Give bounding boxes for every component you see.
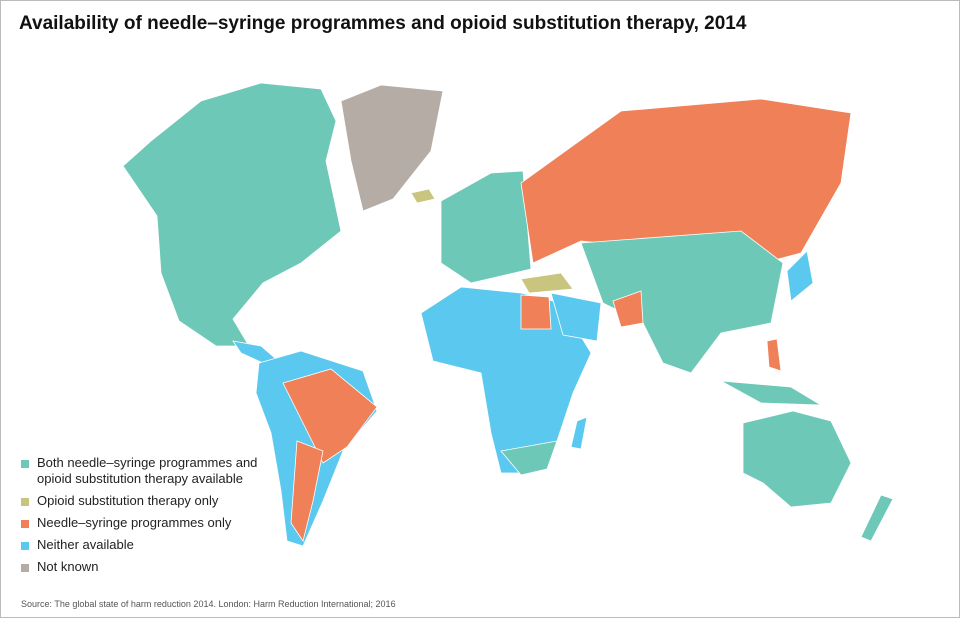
legend-label: Opioid substitution therapy only bbox=[37, 493, 219, 508]
legend-item: Both needle–syringe programmes and opioi… bbox=[21, 455, 281, 487]
legend-label: Neither available bbox=[37, 537, 134, 552]
argentina bbox=[290, 440, 324, 542]
philippines bbox=[766, 338, 782, 372]
europe bbox=[440, 170, 532, 284]
legend-label: Not known bbox=[37, 559, 99, 574]
japan bbox=[786, 250, 814, 302]
legend-swatch bbox=[21, 460, 29, 468]
egypt bbox=[520, 294, 552, 330]
title: Availability of needle–syringe programme… bbox=[19, 13, 747, 34]
legend-item: Needle–syringe programmes only bbox=[21, 515, 281, 531]
legend-label: Needle–syringe programmes only bbox=[37, 515, 232, 530]
legend-item: Opioid substitution therapy only bbox=[21, 493, 281, 509]
asia bbox=[580, 230, 784, 374]
greenland bbox=[340, 84, 444, 212]
turkey bbox=[520, 272, 574, 294]
indonesia bbox=[720, 380, 823, 406]
legend-item: Neither available bbox=[21, 537, 281, 553]
legend-item: Not known bbox=[21, 559, 281, 575]
source: Source: The global state of harm reducti… bbox=[21, 599, 396, 609]
north-america bbox=[122, 82, 342, 347]
madagascar bbox=[570, 416, 588, 450]
iceland bbox=[410, 188, 436, 204]
legend-label: Both needle–syringe programmes and opioi… bbox=[37, 455, 258, 486]
australia bbox=[742, 410, 852, 508]
middle-east bbox=[550, 292, 602, 342]
russia bbox=[520, 98, 852, 270]
brazil bbox=[282, 368, 378, 464]
legend-swatch bbox=[21, 520, 29, 528]
pakistan bbox=[612, 290, 644, 328]
legend-swatch bbox=[21, 542, 29, 550]
legend-swatch bbox=[21, 498, 29, 506]
legend: Both needle–syringe programmes and opioi… bbox=[21, 455, 281, 581]
southern-africa bbox=[500, 440, 558, 476]
new-zealand bbox=[860, 494, 894, 542]
legend-swatch bbox=[21, 564, 29, 572]
